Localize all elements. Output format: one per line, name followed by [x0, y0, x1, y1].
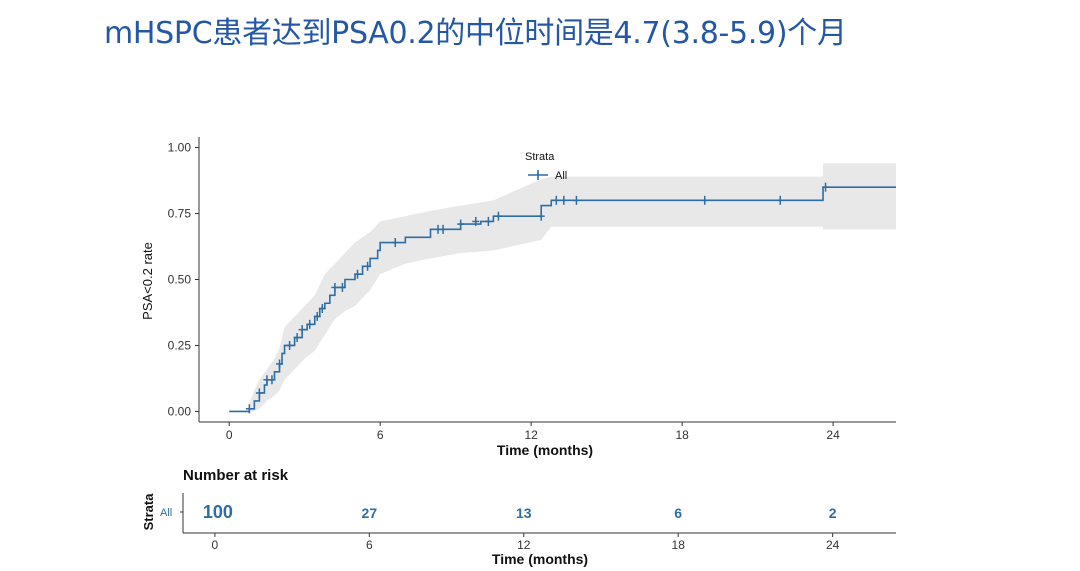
y-tick-label: 0.75	[168, 207, 192, 221]
y-tick-label: 1.00	[168, 141, 192, 155]
censor-mark	[552, 195, 560, 205]
x-tick-label: 18	[675, 428, 689, 442]
legend: Strata All	[525, 151, 567, 182]
risk-count: 6	[674, 505, 682, 521]
censor-mark	[318, 304, 326, 314]
risk-x-tick-label: 0	[212, 538, 219, 552]
risk-table: Number at risk Strata All 100 27 13 6 2 0 6 12…	[141, 467, 896, 567]
censor-mark	[494, 211, 502, 221]
risk-table-x-label: Time (months)	[492, 551, 588, 567]
risk-tick-layer: 0 6 12 18 24	[212, 533, 840, 552]
legend-title: Strata	[525, 151, 555, 163]
risk-x-tick-label: 24	[826, 538, 840, 552]
x-tick-label: 6	[377, 428, 384, 442]
confidence-band	[229, 163, 896, 412]
cumulative-incidence-plot: 0.00 0.25 0.50 0.75 1.00 0 6 12 18 24 PSA<0.2 ra…	[140, 137, 896, 458]
censor-mark	[822, 182, 830, 192]
y-axis-label: PSA<0.2 rate	[140, 242, 155, 320]
censor-mark	[313, 311, 321, 321]
censor-mark	[293, 333, 301, 343]
risk-count: 100	[203, 502, 233, 522]
censor-mark	[776, 195, 784, 205]
censor-mark	[537, 211, 545, 221]
censor-mark	[276, 359, 284, 369]
x-tick-label: 24	[826, 428, 840, 442]
censor-mark	[255, 388, 263, 398]
censor-mark	[560, 195, 568, 205]
confidence-band-layer	[229, 163, 896, 412]
censor-mark	[298, 325, 306, 335]
risk-count-layer: 100 27 13 6 2	[203, 502, 837, 522]
censor-mark	[439, 224, 447, 234]
risk-x-tick-label: 12	[517, 538, 531, 552]
censor-mark-layer	[245, 182, 830, 414]
censor-mark	[572, 195, 580, 205]
risk-count: 2	[829, 505, 837, 521]
y-tick-label: 0.50	[168, 273, 192, 287]
y-tick-label: 0.00	[168, 404, 192, 418]
x-tick-label: 0	[226, 428, 233, 442]
risk-x-tick-label: 18	[672, 538, 686, 552]
censor-mark	[457, 219, 465, 229]
censor-mark	[472, 216, 480, 226]
censor-mark	[701, 195, 709, 205]
legend-entry-all: All	[555, 170, 567, 182]
y-tick-layer: 0.00 0.25 0.50 0.75 1.00	[168, 141, 199, 418]
censor-mark	[484, 216, 492, 226]
risk-count: 13	[516, 505, 532, 521]
y-tick-label: 0.25	[168, 338, 192, 352]
risk-x-tick-label: 6	[366, 538, 373, 552]
censor-mark	[245, 404, 253, 414]
x-axis-label: Time (months)	[497, 442, 593, 458]
risk-count: 27	[362, 505, 378, 521]
censor-mark	[338, 282, 346, 292]
x-tick-label: 12	[524, 428, 538, 442]
slide-title: mHSPC患者达到PSA0.2的中位时间是4.7(3.8-5.9)个月	[104, 16, 847, 51]
risk-table-title: Number at risk	[183, 467, 289, 484]
censor-mark	[331, 282, 339, 292]
censor-mark	[391, 238, 399, 248]
risk-table-stratum-all: All	[160, 507, 172, 519]
censor-mark	[306, 319, 314, 329]
censor-mark	[286, 340, 294, 350]
x-tick-layer: 0 6 12 18 24	[226, 422, 840, 442]
risk-table-y-label: Strata	[141, 493, 156, 531]
censor-mark	[268, 375, 276, 385]
censor-mark	[354, 269, 362, 279]
censor-mark	[364, 261, 372, 271]
